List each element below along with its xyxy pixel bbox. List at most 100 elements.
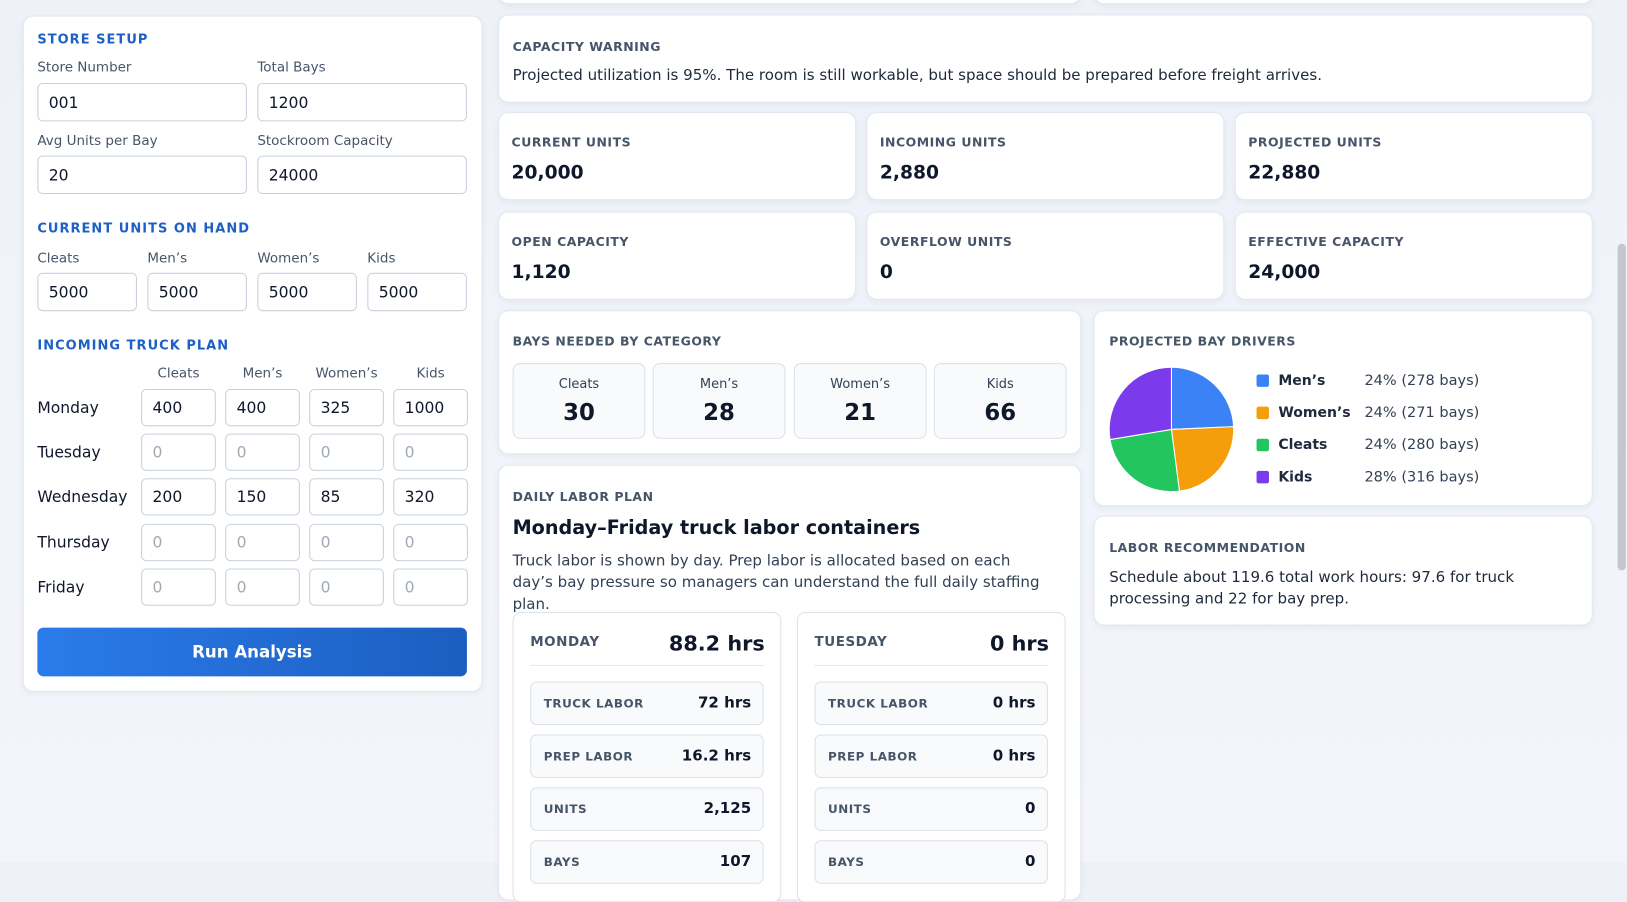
text-input[interactable]: [37, 82, 247, 122]
text-input[interactable]: [257, 155, 467, 194]
stat-value: 2,880: [879, 161, 939, 184]
section-title: INCOMING TRUCK PLAN: [37, 337, 230, 353]
day-label: Tuesday: [37, 442, 101, 462]
field-label: Avg Units per Bay: [37, 133, 158, 150]
row-value: 0: [1025, 800, 1036, 818]
stat-value: 1,120: [511, 261, 571, 284]
truck-input[interactable]: [309, 523, 384, 562]
section-title: CURRENT UNITS ON HAND: [37, 219, 251, 236]
legend-swatch: [1256, 406, 1269, 420]
row-label: PREP LABOR: [543, 748, 634, 764]
labor-row: [530, 681, 764, 726]
day-total: 0 hrs: [989, 630, 1050, 656]
column-header: Women’s: [315, 366, 378, 382]
row-label: TRUCK LABOR: [543, 696, 644, 711]
truck-input[interactable]: [393, 568, 468, 606]
legend-name: Men’s: [1278, 372, 1326, 389]
field-label: Stockroom Capacity: [257, 133, 393, 150]
truck-input[interactable]: [309, 433, 384, 471]
truck-input[interactable]: [225, 388, 300, 427]
labor-row: [530, 734, 764, 778]
row-label: UNITS: [828, 801, 872, 817]
legend-name: Cleats: [1278, 436, 1328, 454]
truck-input[interactable]: [141, 388, 216, 427]
text-input[interactable]: [147, 272, 247, 312]
field-label: Total Bays: [257, 60, 326, 76]
labor-row: [814, 787, 1048, 831]
field-label: Kids: [367, 251, 396, 267]
legend-value: 28% (316 bays): [1364, 468, 1480, 486]
card-title: BAYS NEEDED BY CATEGORY: [512, 334, 722, 349]
labor-row: [814, 734, 1048, 778]
truck-input[interactable]: [225, 523, 300, 562]
column-header: Kids: [416, 366, 445, 382]
day-total: 88.2 hrs: [668, 630, 765, 656]
stat-label: CURRENT UNITS: [511, 134, 632, 150]
pie-slice: [1170, 366, 1235, 430]
text-input[interactable]: [257, 82, 467, 122]
stat-card: [498, 112, 857, 201]
truck-input[interactable]: [309, 478, 384, 516]
truck-input[interactable]: [141, 523, 216, 562]
stat-value: 20,000: [511, 161, 584, 184]
truck-input[interactable]: [141, 478, 216, 516]
stat-card: [1234, 211, 1593, 300]
row-value: 0 hrs: [992, 694, 1036, 712]
day-name: TUESDAY: [814, 634, 888, 651]
truck-input[interactable]: [393, 433, 468, 471]
row-label: TRUCK LABOR: [828, 696, 929, 711]
bay-label: Women’s: [830, 375, 891, 392]
run-analysis-button[interactable]: Run Analysis: [37, 627, 467, 677]
row-value: 72 hrs: [697, 694, 752, 712]
truck-input[interactable]: [393, 523, 468, 562]
text-input[interactable]: [257, 272, 357, 312]
stat-value: 24,000: [1248, 261, 1321, 284]
pie-slice: [1109, 428, 1181, 493]
field-label: Women’s: [257, 251, 320, 267]
column-header: Men’s: [242, 366, 283, 382]
stat-card: [1234, 112, 1593, 201]
column-header: Cleats: [157, 366, 200, 382]
card-title: CAPACITY WARNING: [512, 39, 661, 54]
truck-input[interactable]: [393, 478, 468, 516]
field-label: Cleats: [37, 251, 80, 267]
text-input[interactable]: [367, 272, 467, 312]
card-title: DAILY LABOR PLAN: [512, 489, 654, 505]
bay-value: 30: [563, 400, 595, 427]
stat-value: 0: [879, 261, 893, 284]
truck-input[interactable]: [309, 568, 384, 606]
legend-value: 24% (278 bays): [1364, 372, 1480, 389]
divider: [530, 664, 764, 666]
description: Truck labor is shown by day. Prep labor …: [512, 552, 1040, 614]
stat-card: [866, 211, 1225, 300]
recommendation-text: Schedule about 119.6 total work hours: 9…: [1109, 569, 1515, 608]
legend-name: Kids: [1278, 468, 1313, 486]
truck-input[interactable]: [141, 568, 216, 606]
truck-input[interactable]: [141, 433, 216, 471]
card: [1093, 0, 1593, 5]
text-input[interactable]: [37, 272, 137, 312]
app: STORE SETUP Store Number Total Bays Avg Uni…: [22, 0, 1626, 902]
text-input[interactable]: [37, 155, 247, 194]
card-title: PROJECTED BAY DRIVERS: [1109, 334, 1296, 349]
card: [498, 0, 1082, 5]
truck-input[interactable]: [225, 568, 300, 606]
pie-chart: [1108, 366, 1235, 493]
section-heading: Monday–Friday truck labor containers: [512, 517, 921, 540]
truck-input[interactable]: [225, 478, 300, 516]
truck-input[interactable]: [393, 388, 468, 427]
truck-input[interactable]: [225, 433, 300, 471]
truck-input[interactable]: [309, 388, 384, 427]
legend-name: Women’s: [1278, 404, 1351, 422]
field-label: Men’s: [147, 251, 188, 267]
pie-slice: [1170, 426, 1235, 492]
labor-row: [530, 787, 764, 831]
bay-box: [793, 363, 927, 439]
stat-card: [498, 211, 857, 300]
bay-box: [652, 363, 786, 439]
legend-swatch: [1256, 374, 1269, 387]
stat-label: INCOMING UNITS: [879, 134, 1007, 150]
day-label: Friday: [37, 577, 85, 597]
bay-value: 28: [703, 400, 735, 427]
